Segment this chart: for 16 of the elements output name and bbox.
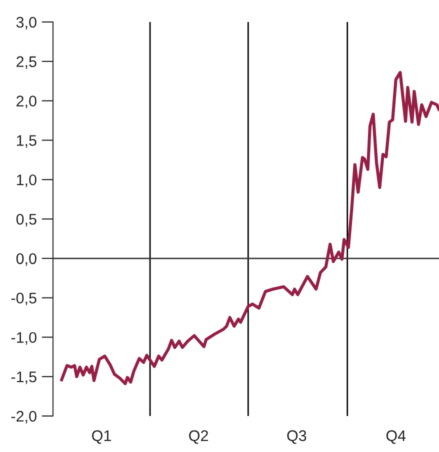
y-tick-label: 2,5 [16, 56, 36, 69]
y-tick-label: 2,0 [16, 96, 36, 108]
y-tick-label: 0,5 [16, 214, 36, 226]
y-tick-label: 1,5 [16, 135, 36, 148]
y-tick-label: 1,0 [16, 174, 36, 188]
y-tick-label: -2,0 [11, 410, 36, 424]
line-series [60, 70, 439, 386]
y-tick-label: 0,0 [16, 253, 36, 266]
y-tick-label: -0,5 [11, 292, 36, 306]
x-tick-label: Q3 [287, 430, 306, 444]
x-tick-label: Q4 [386, 430, 406, 444]
y-tick-label: 3,0 [16, 16, 36, 30]
x-tick-label: Q2 [189, 430, 208, 444]
x-tick-label: Q1 [92, 430, 111, 444]
y-tick-label: -1,5 [11, 372, 36, 384]
y-tick-label: -1,0 [11, 332, 36, 345]
